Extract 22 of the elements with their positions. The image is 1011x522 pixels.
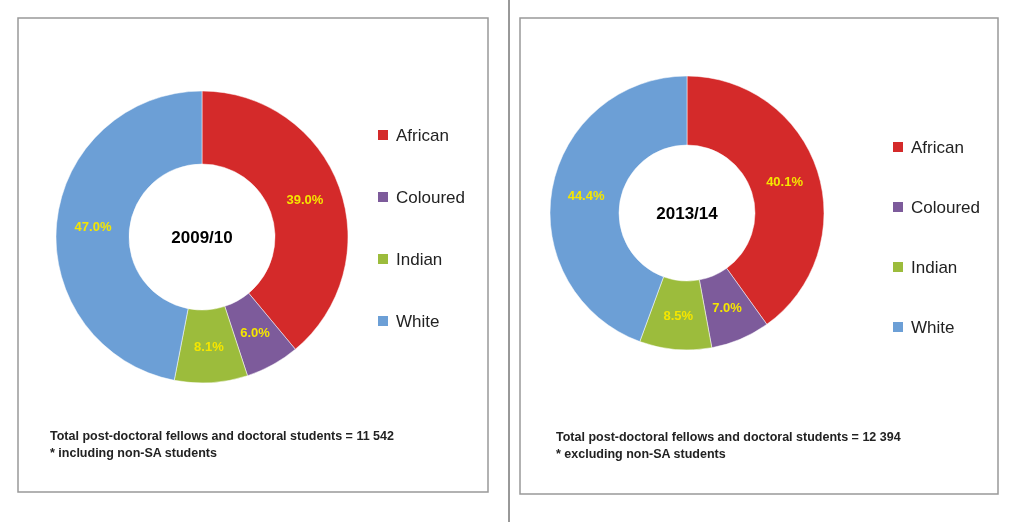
legend-label: Indian [396, 249, 443, 269]
data-label: 44.4% [567, 187, 605, 203]
text: * excluding non-SA students [556, 447, 726, 461]
text: Total post-doctoral fellows and doctoral students = 11 542 [50, 429, 394, 443]
text: 2013/14 [656, 203, 719, 223]
legend-label: Coloured [396, 187, 465, 207]
data-label: 6.0% [240, 325, 271, 341]
legend-label: White [396, 311, 440, 331]
legend-label: African [396, 125, 449, 145]
legend-label: White [911, 317, 955, 337]
text: Total post-doctoral fellows and doctoral students = 12 394 [556, 430, 901, 444]
legend-label: Indian [911, 257, 958, 277]
text: 2009/10 [171, 227, 233, 247]
text: * including non-SA students [50, 446, 217, 460]
legend-label: African [911, 137, 964, 157]
data-label: 39.0% [286, 192, 324, 208]
data-label: 8.5% [663, 307, 694, 323]
data-label: 40.1% [766, 174, 804, 190]
legend-label: Coloured [911, 197, 980, 217]
data-label: 47.0% [74, 219, 112, 235]
data-label: 8.1% [194, 338, 225, 354]
data-label: 7.0% [712, 299, 743, 315]
